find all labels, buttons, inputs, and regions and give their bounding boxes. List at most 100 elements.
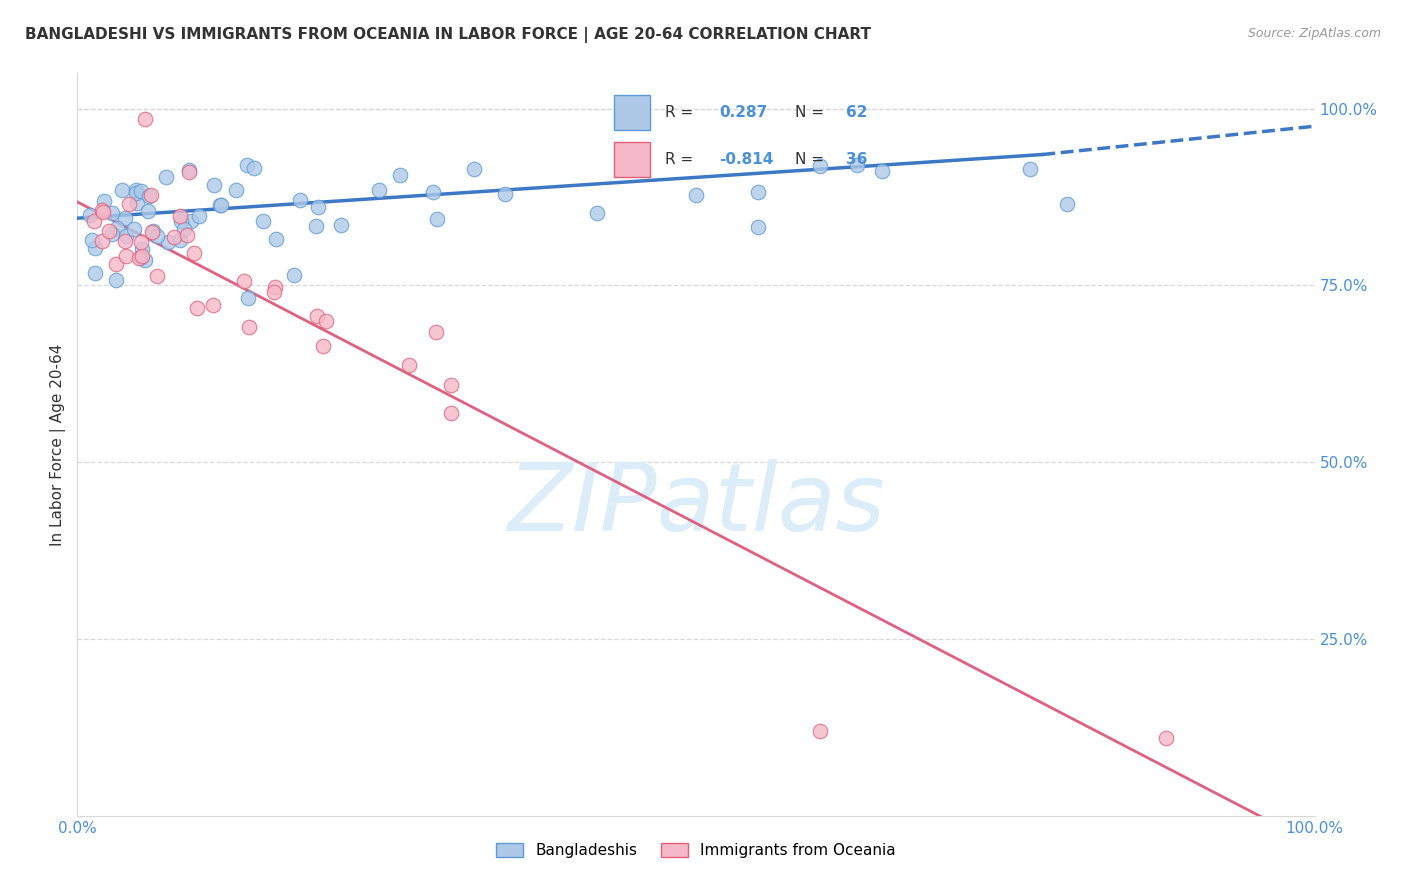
Point [141,225,163,239]
Point [114,234,136,248]
Point [101,227,124,241]
Point [114,211,136,225]
Point [131,249,153,263]
Text: N =: N = [794,153,824,167]
Point [747,186,769,200]
Point [204,178,226,193]
Point [209,198,232,212]
Text: N =: N = [794,105,824,120]
Bar [613,95,650,130]
Point [283,268,305,282]
Legend: Bangladeshis, Immigrants from Oceania: Bangladeshis, Immigrants from Oceania [489,837,903,864]
Text: 62: 62 [846,105,868,120]
Point [142,224,165,238]
Point [307,200,329,214]
Point [264,232,287,246]
Point [129,184,152,198]
Point [180,214,202,228]
Point [187,209,209,223]
Point [122,221,145,235]
Text: R =: R = [665,153,693,167]
Point [146,229,169,244]
Point [1154,731,1177,746]
Point [183,246,205,260]
Point [288,193,311,207]
Point [117,197,139,211]
Point [90,203,112,218]
Point [127,196,149,211]
Y-axis label: In Labor Force | Age 20-64: In Labor Force | Age 20-64 [51,343,66,546]
Point [209,198,232,212]
Text: 36: 36 [846,153,868,167]
Point [225,183,247,197]
Point [440,406,463,420]
Point [111,183,134,197]
Point [586,206,609,220]
Point [157,235,180,249]
Text: -0.814: -0.814 [720,153,773,167]
Point [243,161,266,175]
Point [201,298,224,312]
Point [141,187,163,202]
Point [747,219,769,234]
Point [136,204,159,219]
Point [169,233,191,247]
Point [1019,161,1042,176]
Point [129,251,152,265]
Point [114,248,136,262]
Point [138,189,160,203]
Point [398,358,420,372]
Point [79,209,101,223]
Point [97,224,120,238]
Point [91,235,114,249]
Point [368,183,391,197]
Point [236,158,259,172]
Point [232,274,254,288]
Bar [613,142,650,177]
Text: R =: R = [665,105,693,120]
Point [808,724,831,739]
Point [114,228,136,243]
Text: BANGLADESHI VS IMMIGRANTS FROM OCEANIA IN LABOR FORCE | AGE 20-64 CORRELATION CH: BANGLADESHI VS IMMIGRANTS FROM OCEANIA I… [25,27,872,43]
Point [134,253,156,268]
Point [1056,197,1078,211]
Point [311,339,333,353]
Point [177,165,200,179]
Point [84,266,107,280]
Point [685,187,707,202]
Point [426,211,449,226]
Point [155,170,177,185]
Point [129,235,152,250]
Point [128,252,150,266]
Point [315,314,337,328]
Point [252,214,274,228]
Point [170,213,193,227]
Point [91,205,114,219]
Point [263,280,285,294]
Point [307,309,329,323]
Point [870,164,893,178]
Point [305,219,328,234]
Text: Source: ZipAtlas.com: Source: ZipAtlas.com [1247,27,1381,40]
Point [186,301,208,315]
Point [808,159,831,173]
Point [101,206,124,220]
Point [422,185,444,199]
Point [236,292,259,306]
Point [263,285,285,299]
Point [131,242,153,256]
Point [173,222,195,236]
Point [463,161,485,176]
Point [495,187,517,202]
Point [80,233,103,247]
Point [125,186,148,200]
Point [425,325,447,339]
Text: ZIPatlas: ZIPatlas [508,458,884,549]
Point [238,319,260,334]
Point [163,230,186,244]
Point [83,214,105,228]
Point [169,210,191,224]
Point [134,112,156,127]
Point [84,241,107,255]
Point [146,269,169,284]
